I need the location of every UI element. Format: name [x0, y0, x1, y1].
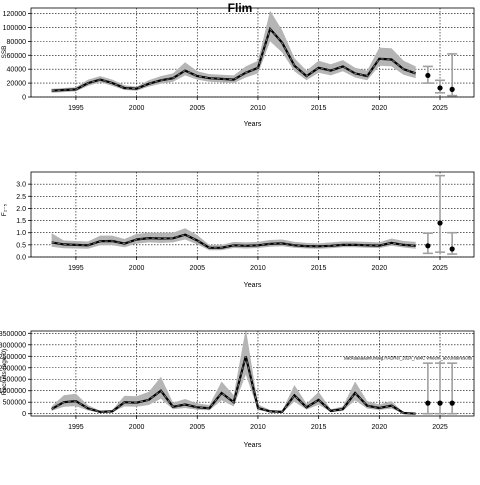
x-tick-label: 2025 [432, 424, 448, 431]
panel-2: 1995 2000 2005 2010 2015 2020 2025 0.0 0.5 1.0 1.5… [1, 171, 475, 289]
y-axis-label: F₂₋₅ [1, 203, 8, 216]
projection-point [425, 243, 431, 249]
confidence-band [51, 10, 416, 93]
x-tick-label: 2025 [432, 265, 448, 272]
x-tick-label: 2005 [189, 265, 205, 272]
projection-point [449, 400, 455, 406]
y-tick-label: 0.0 [16, 255, 26, 262]
x-tick-label: 1995 [68, 424, 84, 431]
panel-3: slackaaaaaanlunung.HADRel_2024_newC vmee… [0, 330, 475, 449]
y-tick-label: 1.0 [16, 230, 26, 237]
x-tick-label: 1995 [68, 265, 84, 272]
x-tick-label: 2005 [189, 424, 205, 431]
confidence-band [51, 228, 416, 251]
x-tick-label: 2005 [189, 105, 205, 112]
annotation-label: slackaaaaaanlunung.HADRel_2024_newC vmee… [344, 356, 472, 361]
y-axis-label: SSB [1, 45, 8, 58]
panel-1: 1995 2000 2005 2010 2015 2020 2025 0 20000 40000 6… [1, 7, 475, 128]
x-tick-label: 2010 [250, 265, 266, 272]
confidence-band [51, 331, 416, 414]
plot-frame [30, 171, 475, 258]
y-tick-label: 3500000 [0, 331, 26, 338]
x-tick-label: 2010 [250, 424, 266, 431]
y-tick-label: 2000000 [0, 365, 26, 372]
x-tick-label: 2015 [311, 424, 327, 431]
x-tick-label: 2020 [372, 105, 388, 112]
y-tick-label: 60000 [7, 53, 27, 60]
x-tick-label: 2015 [311, 265, 327, 272]
plot-area [51, 174, 458, 255]
projection-point [425, 400, 431, 406]
y-tick-label: 2500000 [0, 354, 26, 361]
x-tick-label: 2020 [372, 424, 388, 431]
y-tick-label: 0 [22, 411, 26, 418]
y-tick-label: 2.5 [16, 194, 26, 201]
projection-point [437, 400, 443, 406]
plot-area [51, 10, 458, 97]
figure-title: Flim [227, 1, 253, 15]
x-tick-label: 2010 [250, 105, 266, 112]
y-tick-label: 2.0 [16, 206, 26, 213]
y-tick-label: 0.5 [16, 242, 26, 249]
series-line-dashes [51, 234, 416, 249]
y-tick-label: 1500000 [0, 377, 26, 384]
y-tick-label: 3000000 [0, 342, 26, 349]
x-axis-label: Years [244, 121, 262, 128]
y-tick-label: 3.0 [16, 182, 26, 189]
x-tick-label: 2025 [432, 105, 448, 112]
y-axis-label: Recruits (age 0) [1, 349, 8, 395]
y-tick-label: 0 [22, 95, 26, 102]
projection-point [449, 86, 455, 92]
plot-area [51, 331, 458, 415]
y-tick-label: 120000 [3, 11, 26, 18]
y-tick-label: 40000 [7, 67, 27, 74]
y-tick-label: 1.5 [16, 218, 26, 225]
series-line-dashes [51, 27, 416, 92]
plot-frame [30, 7, 475, 98]
y-tick-label: 80000 [7, 39, 27, 46]
projection-point [437, 85, 443, 91]
y-tick-label: 20000 [7, 81, 27, 88]
x-tick-label: 2015 [311, 105, 327, 112]
x-tick-label: 1995 [68, 105, 84, 112]
plot-frame [30, 330, 475, 417]
x-tick-label: 2000 [129, 265, 145, 272]
y-tick-label: 500000 [3, 400, 26, 407]
x-axis-label: Years [244, 442, 262, 449]
projection-point [449, 246, 455, 252]
projection-point [437, 220, 443, 226]
x-tick-label: 2020 [372, 265, 388, 272]
series-line-dashes [51, 356, 416, 415]
y-tick-label: 100000 [3, 25, 26, 32]
y-tick-label: 1000000 [0, 388, 26, 395]
x-tick-label: 2000 [129, 424, 145, 431]
x-tick-label: 2000 [129, 105, 145, 112]
x-axis-label: Years [244, 282, 262, 289]
projection-point [425, 72, 431, 79]
